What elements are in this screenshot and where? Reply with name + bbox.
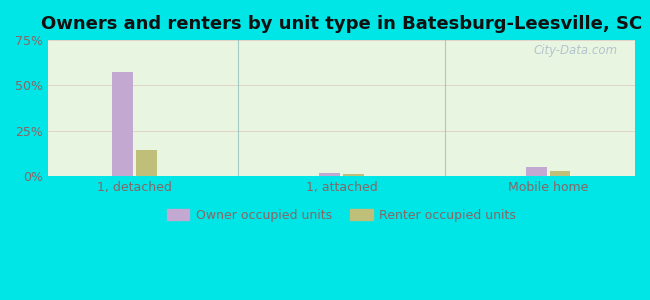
Legend: Owner occupied units, Renter occupied units: Owner occupied units, Renter occupied un… bbox=[162, 204, 521, 227]
Bar bbox=[319, 173, 340, 176]
Bar bbox=[112, 72, 133, 176]
Bar bbox=[343, 173, 364, 176]
Bar bbox=[550, 171, 571, 176]
Bar bbox=[526, 167, 547, 176]
Text: City-Data.com: City-Data.com bbox=[533, 44, 618, 57]
Title: Owners and renters by unit type in Batesburg-Leesville, SC: Owners and renters by unit type in Bates… bbox=[41, 15, 642, 33]
Bar bbox=[136, 150, 157, 176]
